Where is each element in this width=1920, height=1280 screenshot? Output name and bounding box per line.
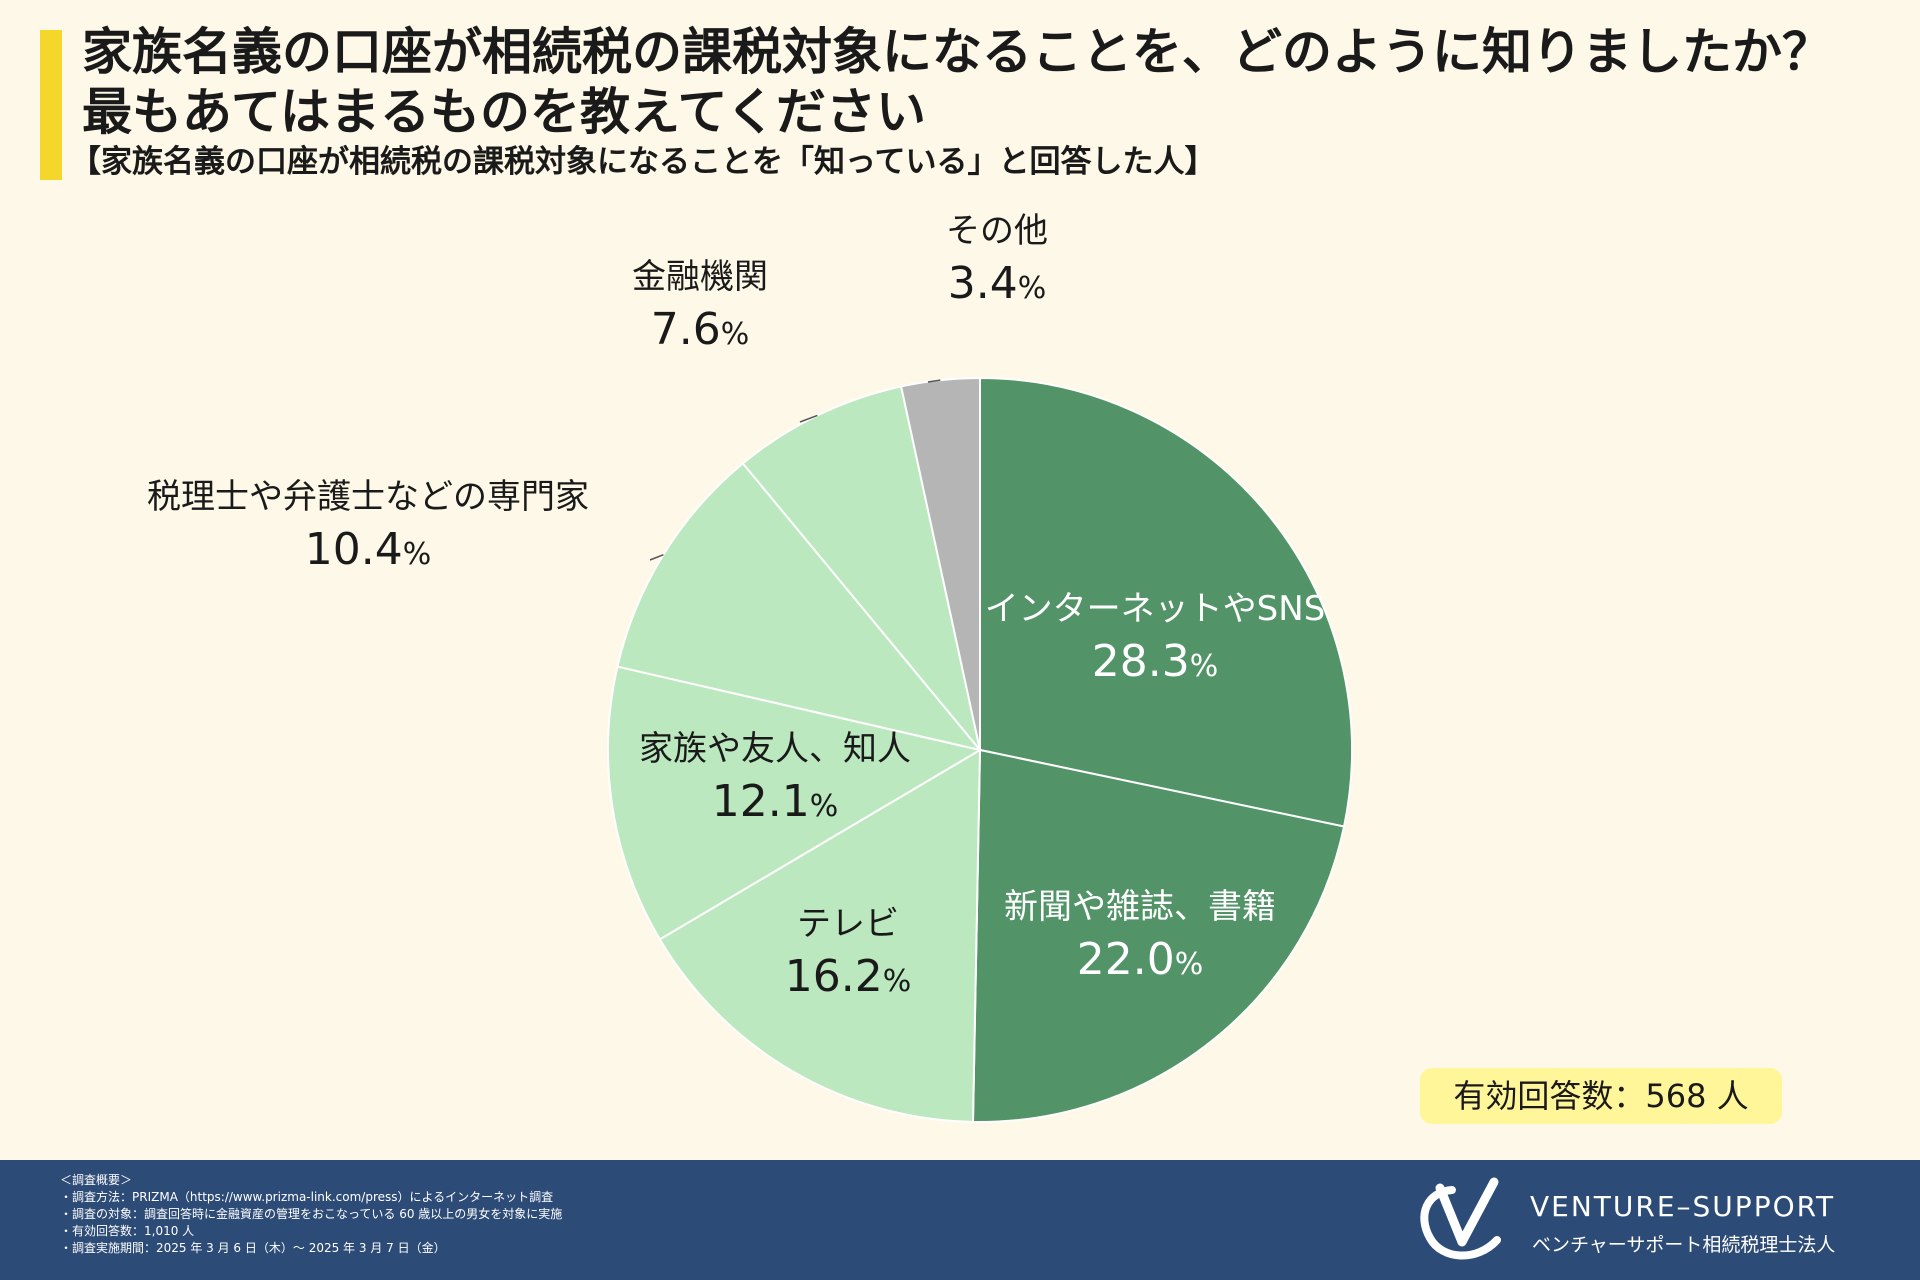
title-accent-bar [40,30,62,180]
brand-subtitle: ベンチャーサポート相続税理士法人 [1532,1234,1836,1256]
title-line-2: 最もあてはまるものを教えてください [82,83,926,141]
survey-line-1: ・調査方法：PRIZMA（https://www.prizma-link.com… [60,1190,554,1204]
footer: ＜調査概要＞ ・調査方法：PRIZMA（https://www.prizma-l… [0,1160,1920,1280]
leader-line-4 [649,553,664,561]
slice-value-label-0: 28.3% [1092,636,1218,687]
survey-line-4: ・調査実施期間：2025 年 3 月 6 日（木）～ 2025 年 3 月 7 … [60,1241,446,1255]
leader-lines [649,379,941,561]
pie-slice-3 [607,665,983,941]
page-subtitle: 【家族名義の口座が相続税の課税対象になることを「知っている」と回答した人】 [70,144,1216,180]
slice-value-label-4: 10.4% [305,524,431,575]
slice-name-label-4: 税理士や弁護士などの専門家 [147,477,589,517]
brand-name: VENTURE–SUPPORT [1530,1190,1836,1223]
valid-responses-badge: 有効回答数：568 人 [1420,1068,1782,1124]
slice-labels: インターネットやSNS 28.3% 新聞や雑誌、書籍 22.0% テレビ 16.2% 家族や… [147,211,1325,1002]
slice-value-label-6: 3.4% [948,258,1047,309]
title-line-1: 家族名義の口座が相続税の課税対象になることを、どのように知りましたか？ [82,23,1832,81]
pie-slices [607,376,1353,1123]
pie-slice-1 [971,748,1346,1123]
leader-line-5 [799,414,818,423]
pie-slice-4 [616,461,983,752]
pie-slice-2 [658,748,982,1123]
slice-name-label-2: テレビ [797,904,899,944]
survey-overview: ＜調査概要＞ ・調査方法：PRIZMA（https://www.prizma-l… [60,1172,562,1257]
page-title: 家族名義の口座が相続税の課税対象になることを、どのように知りましたか？ 最もあて… [82,22,1902,142]
slice-name-label-6: その他 [946,211,1048,251]
survey-line-0: ＜調査概要＞ [60,1173,133,1187]
slice-name-label-0: インターネットやSNS [985,589,1326,629]
slice-value-label-2: 16.2% [785,951,911,1002]
v-swoosh-logo-icon [1420,1177,1501,1260]
slice-name-label-1: 新聞や雑誌、書籍 [1004,887,1276,927]
slice-value-label-1: 22.0% [1077,934,1203,985]
pie-slice-0 [979,376,1353,828]
leader-line-6 [927,379,941,383]
pie-chart: インターネットやSNS 28.3% 新聞や雑誌、書籍 22.0% テレビ 16.2% 家族や… [147,211,1353,1123]
survey-line-3: ・有効回答数：1,010 人 [60,1224,195,1238]
slice-name-label-5: 金融機関 [632,257,768,297]
slice-name-label-3: 家族や友人、知人 [639,729,911,769]
slice-value-label-3: 12.1% [712,776,838,827]
survey-line-2: ・調査の対象：調査回答時に金融資産の管理をおこなっている 60 歳以上の男女を対… [60,1207,563,1221]
slice-value-label-5: 7.6% [651,304,750,355]
